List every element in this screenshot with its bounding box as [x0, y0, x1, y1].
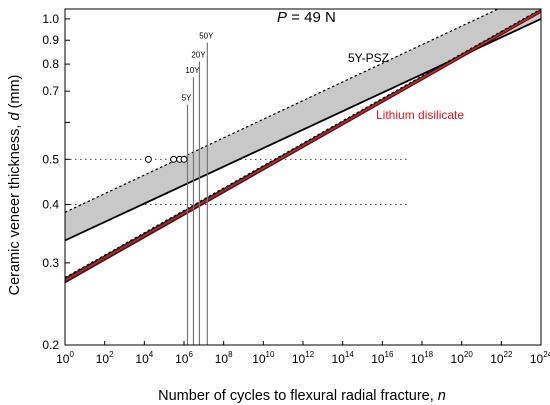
band-upper-1: [65, 9, 541, 279]
band-0: [65, 9, 541, 241]
x-axis-label-text: Number of cycles to flexural radial frac…: [158, 388, 438, 404]
title-rest: = 49 N: [287, 9, 336, 26]
series-label-5y-psz: 5Y-PSZ: [348, 51, 389, 65]
y-axis-label-unit: (mm): [7, 75, 23, 113]
x-tick-exp-4: 8: [228, 350, 233, 359]
x-tick-label-0: 100: [56, 350, 74, 366]
y-tick-label-0: 0.2: [42, 338, 59, 352]
lifetime-label-2: 20Y: [191, 51, 206, 60]
x-tick-label-9: 1018: [411, 350, 434, 366]
plot-frame: [64, 8, 542, 346]
x-tick-exp-1: 2: [109, 350, 114, 359]
y-axis-ticks: 0.2 0.3 0.4 0.5 0.7 0.8 0.9 1.0: [42, 12, 70, 352]
y-tick-label-2: 0.4: [42, 198, 59, 212]
x-tick-label-4: 108: [215, 350, 233, 366]
x-tick-label-11: 1022: [490, 350, 513, 366]
x-axis-label-symbol: n: [438, 388, 446, 404]
x-tick-exp-7: 14: [345, 350, 354, 359]
y-tick-label-6: 0.9: [42, 33, 59, 47]
x-tick-exp-12: 24: [543, 350, 550, 359]
x-tick-exp-2: 4: [149, 350, 154, 359]
x-tick-exp-8: 16: [385, 350, 394, 359]
x-axis-ticks: 100 102 104 106 108 1010 1012 1014 1016 1018 1020 1…: [56, 341, 550, 366]
x-tick-base-11: 10: [490, 352, 504, 366]
y-tick-label-1: 0.3: [42, 256, 59, 270]
x-tick-base-1: 10: [96, 352, 110, 366]
y-axis-label: Ceramic veneer thickness, d (mm): [7, 75, 23, 296]
x-tick-base-5: 10: [252, 352, 266, 366]
y-axis-label-symbol: d: [7, 112, 23, 121]
x-tick-label-5: 1010: [252, 350, 275, 366]
x-tick-base-3: 10: [175, 352, 189, 366]
x-tick-label-12: 1024: [530, 350, 550, 366]
series-lines: [65, 10, 541, 282]
x-tick-label-7: 1014: [332, 350, 355, 366]
y-tick-label-7: 1.0: [42, 12, 59, 26]
x-tick-label-1: 102: [96, 350, 114, 366]
x-tick-base-12: 10: [530, 352, 544, 366]
y-tick-label-3: 0.5: [42, 152, 59, 166]
x-tick-base-2: 10: [135, 352, 149, 366]
x-tick-base-6: 10: [292, 352, 306, 366]
x-tick-base-8: 10: [371, 352, 385, 366]
data-points: [144, 155, 188, 163]
x-tick-base-4: 10: [215, 352, 229, 366]
data-point-0: [144, 155, 152, 163]
data-point-1: [170, 155, 178, 163]
x-tick-base-10: 10: [451, 352, 465, 366]
x-tick-base-7: 10: [332, 352, 346, 366]
y-tick-label-4: 0.7: [42, 84, 59, 98]
x-tick-label-10: 1020: [451, 350, 474, 366]
x-tick-exp-0: 0: [69, 350, 74, 359]
x-tick-base-9: 10: [411, 352, 425, 366]
x-tick-exp-10: 20: [464, 350, 473, 359]
lifetime-markers: 5Y 10Y 20Y 50Y: [182, 31, 214, 345]
lifetime-label-1: 10Y: [185, 66, 200, 75]
x-tick-exp-5: 10: [266, 350, 275, 359]
x-tick-exp-6: 12: [305, 350, 314, 359]
x-tick-exp-11: 22: [504, 350, 513, 359]
x-tick-label-6: 1012: [292, 350, 315, 366]
series-label-lithium-disilicate: Lithium disilicate: [376, 108, 464, 122]
data-point-3: [180, 155, 188, 163]
series-line-1: [65, 10, 541, 282]
x-tick-base-0: 10: [56, 352, 70, 366]
title-symbol: P: [277, 9, 287, 26]
x-tick-exp-3: 6: [188, 350, 193, 359]
x-tick-exp-9: 18: [424, 350, 433, 359]
y-axis-label-text: Ceramic veneer thickness,: [7, 121, 23, 296]
y-tick-label-5: 0.8: [42, 57, 59, 71]
lifetime-label-3: 50Y: [199, 31, 214, 40]
x-tick-label-8: 1016: [371, 350, 394, 366]
x-axis-label: Number of cycles to flexural radial frac…: [158, 388, 446, 404]
x-tick-label-2: 104: [135, 350, 153, 366]
chart-annotation-title: P = 49 N: [277, 9, 336, 26]
x-tick-label-3: 106: [175, 350, 193, 366]
lifetime-label-0: 5Y: [182, 94, 192, 103]
series-labels: 5Y-PSZ Lithium disilicate: [348, 51, 464, 122]
